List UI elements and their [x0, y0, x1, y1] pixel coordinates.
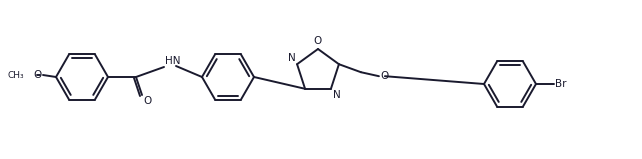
Text: N: N [333, 90, 341, 100]
Text: O: O [380, 71, 388, 81]
Text: O: O [143, 96, 152, 106]
Text: O: O [34, 70, 42, 80]
Text: Br: Br [555, 79, 566, 89]
Text: N: N [288, 53, 296, 63]
Text: O: O [314, 36, 322, 46]
Text: CH₃: CH₃ [7, 70, 24, 80]
Text: HN: HN [165, 56, 180, 66]
